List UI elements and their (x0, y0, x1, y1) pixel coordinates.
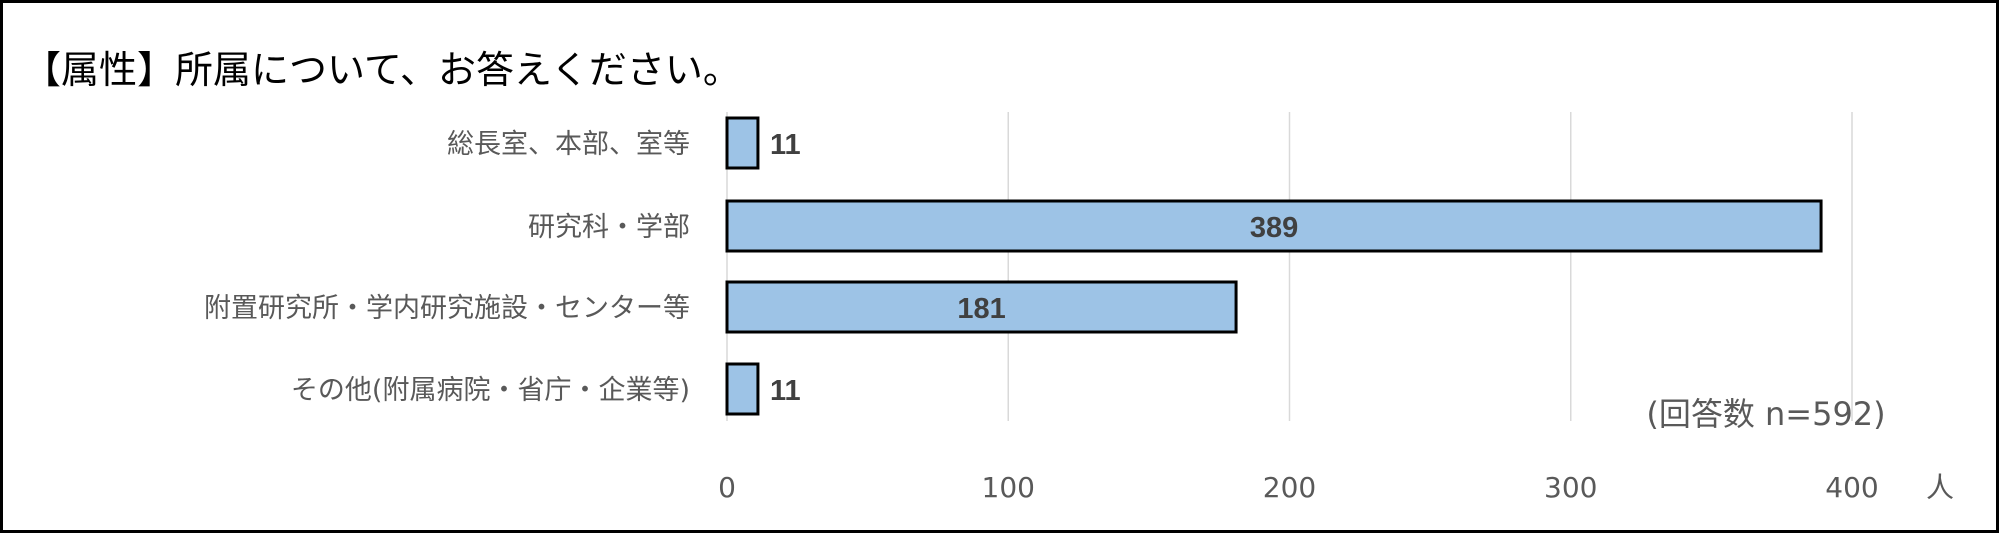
data-label: 181 (957, 293, 1005, 325)
category-label: その他(附属病院・省庁・企業等) (291, 375, 690, 406)
x-tick-label: 200 (1263, 471, 1316, 504)
bar (725, 116, 760, 170)
x-tick-label: 100 (982, 471, 1035, 504)
x-axis-unit: 人 (1926, 471, 1954, 504)
data-label: 389 (1250, 212, 1298, 244)
x-tick-label: 400 (1825, 471, 1878, 504)
x-tick-label: 0 (718, 471, 736, 504)
bar (725, 280, 1238, 334)
data-label: 11 (770, 129, 801, 161)
category-label: 研究科・学部 (528, 212, 690, 243)
data-label: 11 (770, 375, 801, 407)
bar (725, 362, 760, 416)
category-label: 総長室、本部、室等 (447, 129, 690, 160)
category-label: 附置研究所・学内研究施設・センター等 (204, 293, 690, 324)
sample-size-note: (回答数 n=592) (1646, 395, 1885, 433)
x-tick-label: 300 (1544, 471, 1597, 504)
bar (725, 199, 1823, 253)
chart-title: 【属性】所属について、お答えください。 (23, 48, 741, 92)
